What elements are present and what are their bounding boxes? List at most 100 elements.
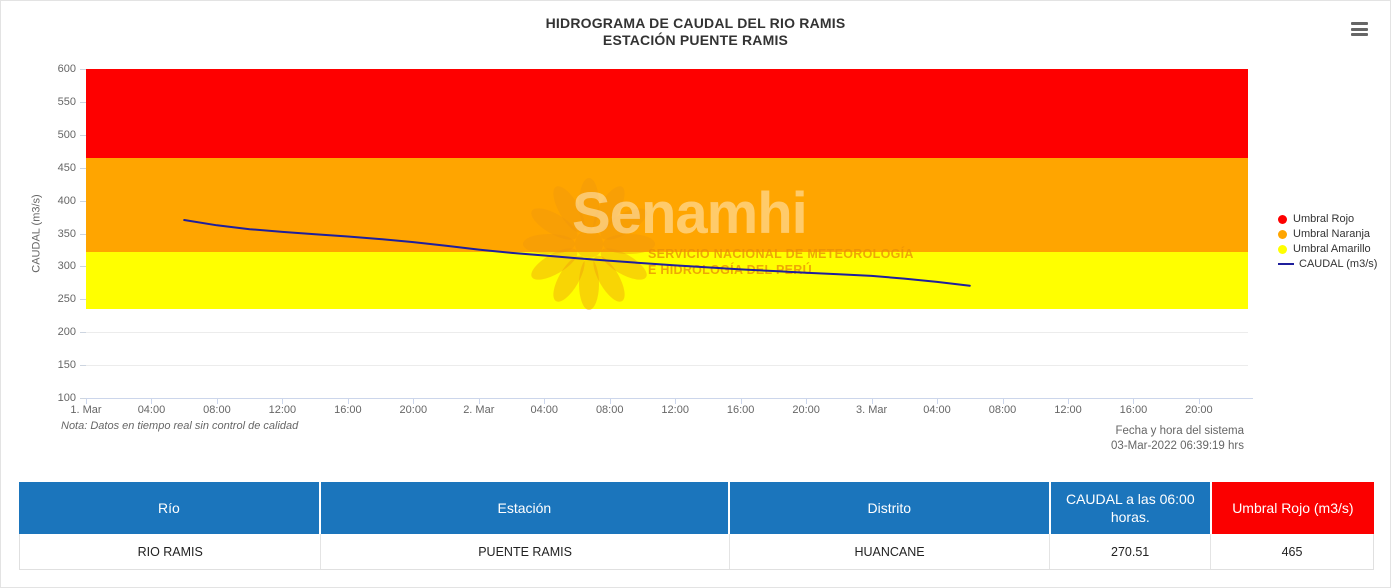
table-cell: 465 (1281, 544, 1303, 559)
x-tick-label: 1. Mar (70, 404, 102, 416)
plot-area[interactable]: Senamhi SERVICIO NACIONAL DE METEOROLOGÍ… (86, 68, 1248, 398)
chart-title-line1: HIDROGRAMA DE CAUDAL DEL RIO RAMIS (545, 15, 846, 31)
table-header-cell: Umbral Rojo (m3/s) (1211, 482, 1374, 534)
x-tick-mark (347, 399, 349, 404)
x-tick-label: 04:00 (137, 404, 166, 416)
x-tick-mark (544, 399, 546, 404)
x-tick-label: 12:00 (268, 404, 297, 416)
y-tick-mark (80, 200, 86, 202)
legend-label: Umbral Amarillo (1293, 243, 1371, 255)
y-tick-label: 450 (57, 161, 76, 174)
plot-band-umbral-naranja (86, 157, 1248, 252)
hamburger-bar (1351, 27, 1368, 31)
y-tick-label: 200 (57, 326, 76, 339)
x-tick-mark (151, 399, 153, 404)
y-tick-label: 300 (57, 260, 76, 273)
x-tick-label: 20:00 (792, 404, 820, 416)
y-tick-label: 550 (57, 95, 76, 108)
hamburger-bar (1351, 22, 1368, 25)
table-header-cell: Estación (320, 482, 730, 534)
x-tick-mark (413, 399, 415, 404)
y-tick-mark (80, 332, 86, 334)
x-tick-label: 04:00 (923, 404, 951, 416)
chart-title: HIDROGRAMA DE CAUDAL DEL RIO RAMIS ESTAC… (1, 15, 1390, 49)
table-header-cell: Distrito (729, 482, 1051, 534)
legend-label: Umbral Rojo (1293, 213, 1355, 225)
x-tick-label: 16:00 (334, 404, 362, 416)
table-row: RIO RAMIS PUENTE RAMIS HUANCANE 270.51 465 (19, 534, 1374, 570)
caudal-line-series (183, 219, 971, 287)
system-time-value: 03-Mar-2022 06:39:19 hrs (1111, 440, 1244, 452)
system-time-label: Fecha y hora del sistema (1115, 425, 1244, 437)
legend-line-marker (1278, 263, 1294, 265)
x-tick-mark (282, 399, 284, 404)
y-tick-label: 100 (57, 392, 76, 404)
x-tick-mark (1133, 399, 1135, 404)
legend-label: Umbral Naranja (1293, 228, 1371, 240)
table-cell: 270.51 (1050, 534, 1212, 569)
table-cell: RIO RAMIS (20, 534, 322, 569)
plot-band-umbral-amarillo (86, 251, 1248, 310)
x-tick-mark (478, 399, 480, 404)
x-tick-label: 04:00 (530, 404, 559, 416)
table-header-cell: CAUDAL a las 06:00 horas. (1050, 482, 1212, 534)
legend-circle-marker (1278, 214, 1287, 224)
y-tick-mark (80, 365, 86, 367)
x-tick-label: 20:00 (399, 404, 428, 416)
chart-title-line2: ESTACIÓN PUENTE RAMIS (602, 32, 789, 48)
x-tick-mark (806, 399, 808, 404)
y-tick-mark (80, 69, 86, 70)
x-tick-label: 08:00 (203, 404, 231, 416)
y-tick-label: 600 (57, 63, 76, 75)
x-tick-mark (740, 399, 742, 404)
y-tick-label: 150 (57, 359, 76, 372)
x-tick-label: 12:00 (661, 404, 689, 416)
chart-legend: Umbral Rojo Umbral Naranja Umbral Amarillo… (1278, 213, 1377, 273)
y-tick-mark (80, 299, 86, 301)
x-tick-label: 2. Mar (463, 404, 495, 416)
y-tick-mark (80, 167, 86, 169)
legend-circle-marker (1278, 229, 1287, 239)
y-tick-mark (80, 233, 86, 235)
x-tick-mark (609, 399, 611, 404)
x-tick-label: 08:00 (988, 404, 1017, 416)
legend-circle-marker (1278, 244, 1287, 254)
x-tick-mark (937, 399, 939, 404)
x-tick-mark (871, 399, 873, 404)
hamburger-bar (1351, 33, 1368, 36)
x-tick-mark (675, 399, 677, 404)
legend-item-umbral-rojo[interactable]: Umbral Rojo (1278, 213, 1377, 225)
table-header-row: Río Estación Distrito CAUDAL a las 06:00 ho… (19, 482, 1374, 534)
y-tick-mark (80, 266, 86, 268)
y-gridline (86, 331, 1248, 333)
x-tick-mark (1002, 399, 1004, 404)
table-cell: PUENTE RAMIS (321, 534, 730, 569)
x-tick-label: 08:00 (595, 404, 624, 416)
x-axis-line (86, 398, 1253, 399)
table-header-cell: Río (19, 482, 321, 534)
legend-item-umbral-amarillo[interactable]: Umbral Amarillo (1278, 243, 1377, 255)
x-tick-label: 12:00 (1054, 404, 1082, 416)
legend-item-umbral-naranja[interactable]: Umbral Naranja (1278, 228, 1377, 240)
y-tick-label: 500 (57, 128, 76, 141)
y-tick-mark (80, 398, 86, 399)
system-time: Fecha y hora del sistema 03-Mar-2022 06:… (1111, 424, 1244, 454)
x-tick-mark (1067, 399, 1069, 404)
x-tick-label: 16:00 (1119, 404, 1148, 416)
x-tick-mark (1198, 399, 1200, 404)
hamburger-menu-icon[interactable] (1351, 22, 1368, 36)
x-tick-label: 16:00 (726, 404, 755, 416)
x-tick-mark (86, 399, 87, 404)
note-text: Nota: Datos en tiempo real sin control d… (61, 420, 299, 432)
y-tick-label: 400 (57, 194, 76, 207)
legend-item-caudal-m3-s-[interactable]: CAUDAL (m3/s) (1278, 258, 1377, 270)
y-tick-label: 250 (57, 293, 76, 306)
y-gridline (86, 364, 1248, 366)
y-tick-label: 350 (57, 227, 76, 240)
x-tick-label: 20:00 (1185, 404, 1213, 416)
x-tick-mark (216, 399, 218, 404)
y-tick-mark (80, 101, 86, 103)
legend-label: CAUDAL (m3/s) (1299, 258, 1378, 270)
station-table: Río Estación Distrito CAUDAL a las 06:00 ho… (19, 482, 1374, 570)
